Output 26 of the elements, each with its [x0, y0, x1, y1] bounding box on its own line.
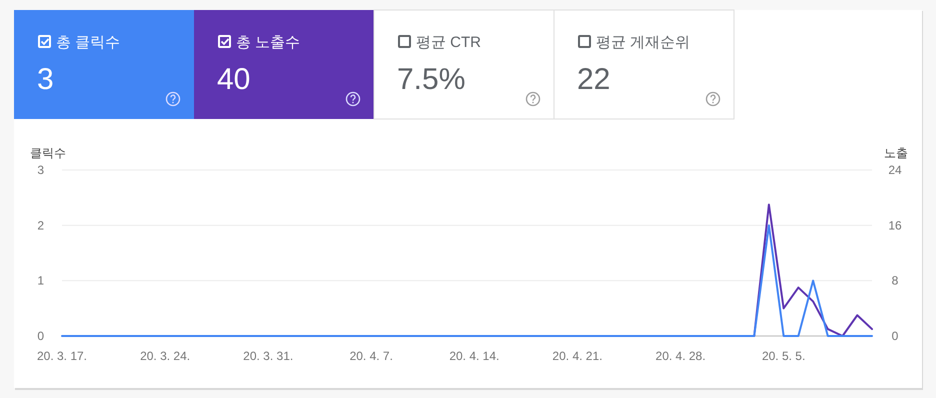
category-label: 평균 CTR: [416, 34, 482, 51]
category-label: 총 클릭수: [56, 34, 120, 51]
y2-tick-label: 8: [892, 274, 899, 288]
x-tick-label: 20. 4. 21.: [552, 349, 602, 363]
x-tick-label: 20. 4. 7.: [350, 349, 393, 363]
x-tick-label: 20. 3. 31.: [243, 349, 294, 363]
category-label: 평균 게재순위: [596, 34, 690, 51]
y2-axis-title: 노출: [884, 146, 908, 160]
y2-tick-label: 24: [888, 163, 902, 177]
x-tick-label: 20. 3. 24.: [140, 349, 190, 363]
y2-tick-label: 16: [888, 218, 902, 232]
category-label: 총 노출수: [236, 34, 300, 51]
x-tick-label: 20. 3. 17.: [36, 349, 88, 363]
y-tick-label: 0: [37, 329, 44, 343]
y-tick-label: 3: [37, 163, 44, 177]
text: 40: [217, 63, 250, 96]
y-axis-title: 클릭수: [30, 146, 66, 160]
line-series: [753, 204, 873, 337]
y-tick-label: 2: [37, 218, 44, 232]
x-tick-label: 20. 4. 28.: [656, 349, 706, 363]
x-tick-label: 20. 4. 14.: [449, 349, 500, 363]
text: 22: [577, 63, 610, 96]
y-tick-label: 1: [37, 274, 44, 288]
y2-tick-label: 0: [892, 329, 899, 343]
x-tick-label: 20. 5. 5.: [762, 349, 806, 363]
text: 7.5%: [397, 63, 466, 96]
